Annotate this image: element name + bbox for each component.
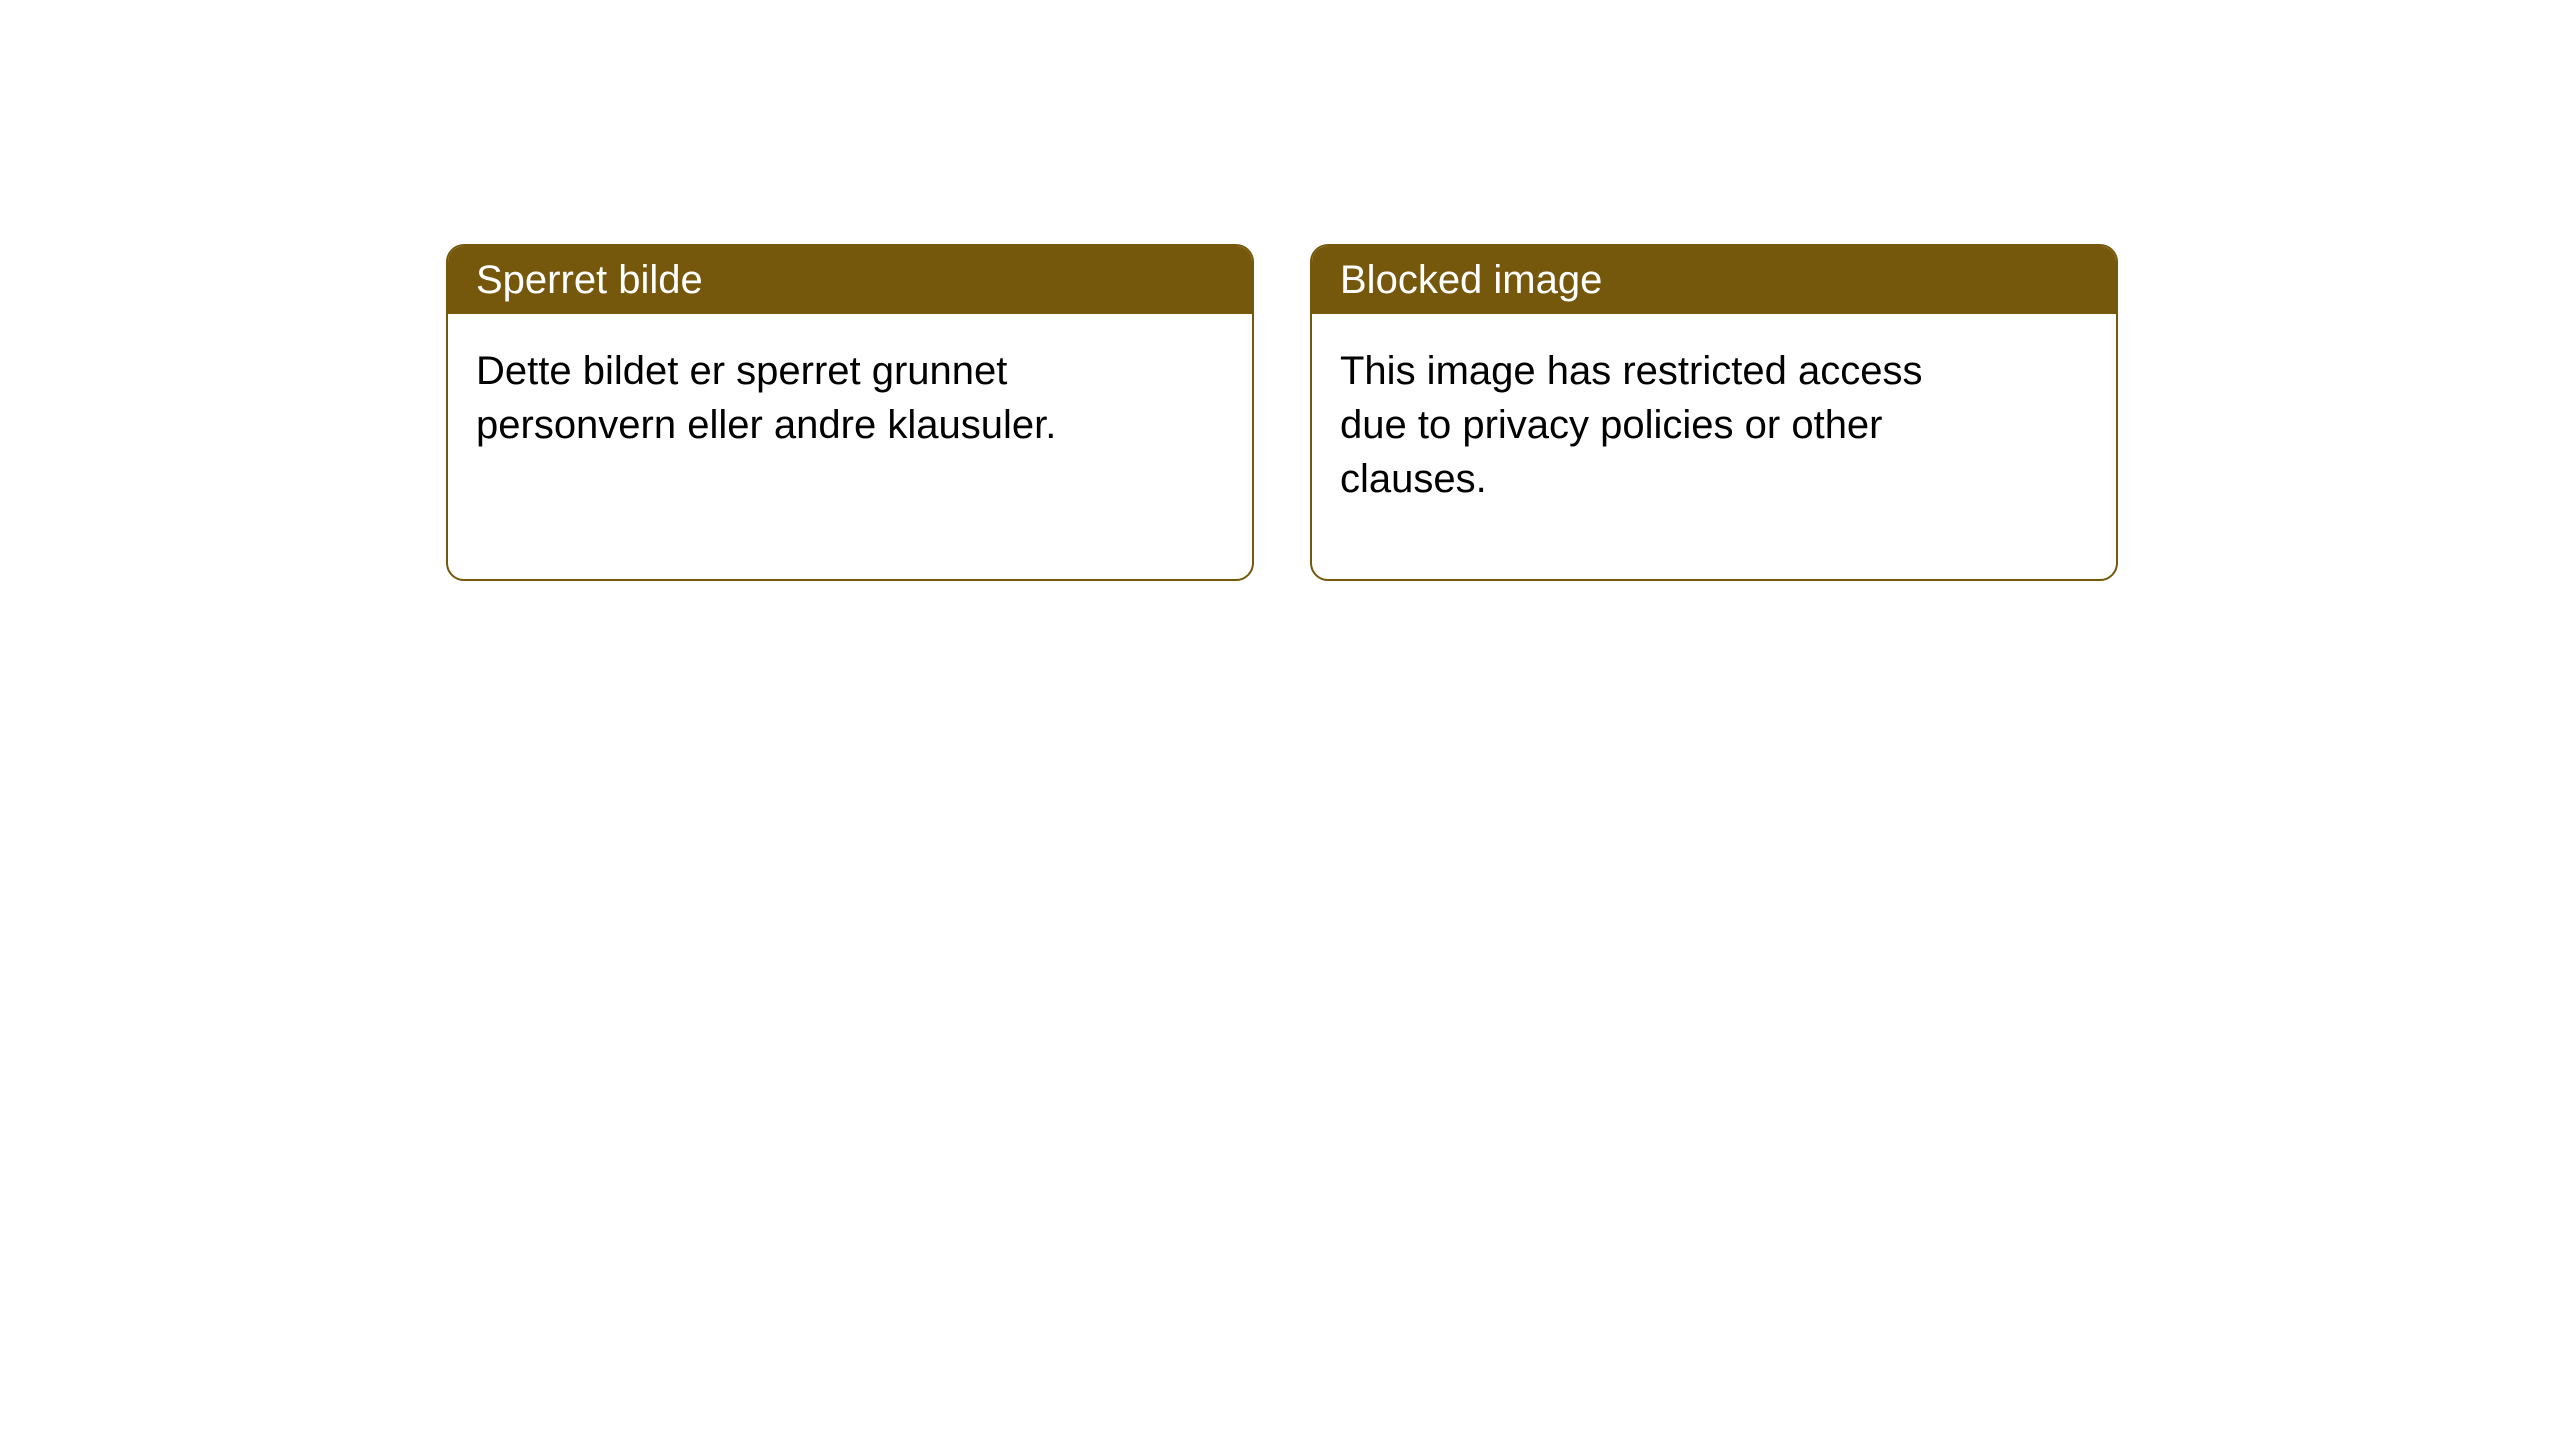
notice-container: Sperret bilde Dette bildet er sperret gr… (0, 0, 2560, 581)
notice-card-english: Blocked image This image has restricted … (1310, 244, 2118, 581)
notice-body-english: This image has restricted access due to … (1312, 314, 2012, 536)
notice-body-norwegian: Dette bildet er sperret grunnet personve… (448, 314, 1148, 482)
notice-card-norwegian: Sperret bilde Dette bildet er sperret gr… (446, 244, 1254, 581)
notice-header-norwegian: Sperret bilde (448, 246, 1252, 314)
notice-header-english: Blocked image (1312, 246, 2116, 314)
